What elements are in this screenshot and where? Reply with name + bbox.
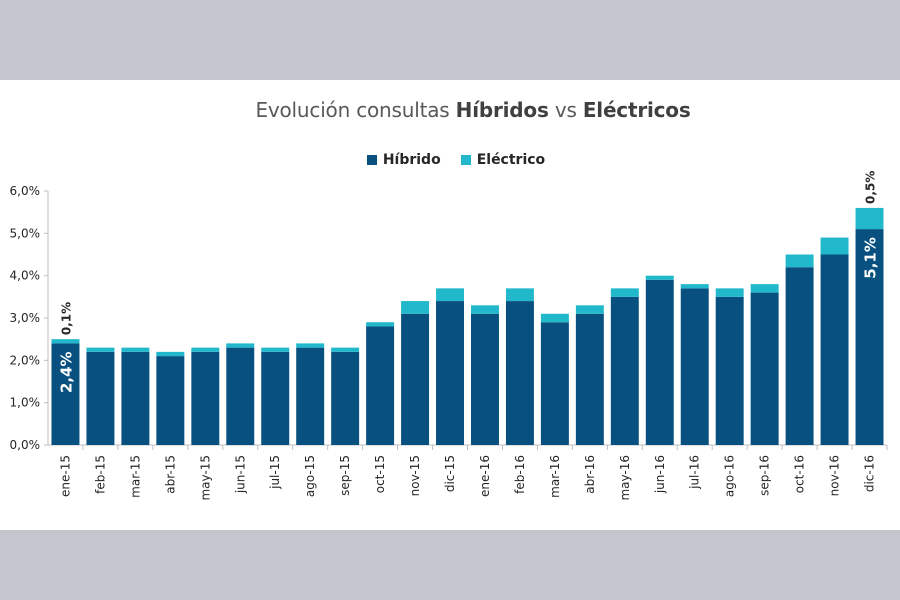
x-tick-label: feb-15 [93,455,107,494]
x-tick-label: jul-15 [268,455,282,490]
bar-electrico [86,347,115,352]
legend-item-hibrido: Híbrido [366,152,441,168]
bar-hibrido [715,296,744,445]
bar-electrico [645,275,674,280]
bar-electrico [191,347,220,352]
bar-hibrido [51,343,80,445]
bar-electrico [680,284,709,289]
x-tick-label: nov-15 [408,455,422,496]
bar-hibrido [750,292,779,445]
legend-swatch-hibrido [366,155,377,165]
y-tick-label: 2,0% [10,353,41,367]
bar-hibrido [575,313,604,445]
bar-hibrido [820,254,849,445]
bar-hibrido [505,301,534,445]
y-tick-label: 0,0% [10,438,41,452]
bar-electrico [575,305,604,314]
bar-hibrido [436,301,465,445]
data-label-electrico: 0,1% [59,302,73,335]
bar-electrico [156,351,185,357]
bar-hibrido [645,279,674,445]
x-tick-label: sep-15 [338,455,352,496]
bar-electrico [51,339,80,344]
y-tick-label: 5,0% [10,226,41,240]
y-tick-label: 6,0% [10,184,41,198]
bar-hibrido [855,229,884,445]
y-tick-label: 3,0% [10,311,41,325]
bar-electrico [540,313,569,323]
bar-hibrido [785,267,814,445]
x-tick-label: jul-16 [688,455,702,490]
bar-hibrido [226,347,255,445]
x-tick-label: jun-15 [233,455,247,494]
bar-hibrido [366,326,395,445]
bar-electrico [855,207,884,230]
bar-hibrido [470,313,499,445]
x-tick-label: sep-16 [758,455,772,496]
bar-hibrido [296,347,325,445]
bar-electrico [331,347,360,352]
bar-hibrido [86,351,115,445]
bar-electrico [436,288,465,302]
bar-hibrido [156,356,185,445]
bar-electrico [785,254,814,268]
data-label-hibrido: 2,4% [57,351,75,393]
bar-hibrido [121,351,150,445]
x-tick-label: ago-15 [303,455,317,497]
bar-hibrido [261,351,290,445]
y-tick-label: 1,0% [10,396,41,410]
x-tick-label: nov-16 [828,455,842,496]
data-label-hibrido: 5,1% [862,237,880,279]
bar-electrico [226,343,255,348]
bar-electrico [261,347,290,352]
bar-electrico [470,305,499,314]
x-tick-label: feb-16 [513,455,527,494]
bar-electrico [401,301,430,314]
chart-title: Evolución consultas Híbridos vs Eléctric… [255,98,691,122]
chart-legend: Híbrido Eléctrico [0,152,900,168]
bar-electrico [366,322,395,327]
x-tick-label: ene-15 [58,455,72,497]
bar-electrico [296,343,325,348]
y-tick-label: 4,0% [10,269,41,283]
bar-hibrido [610,296,639,445]
data-label-electrico: 0,5% [864,171,878,204]
bar-hibrido [191,351,220,445]
bar-electrico [121,347,150,352]
bar-electrico [505,288,534,302]
bar-hibrido [331,351,360,445]
x-tick-label: abr-15 [163,455,177,494]
bar-hibrido [540,322,569,445]
x-tick-label: ene-16 [478,455,492,497]
x-tick-label: jun-16 [653,455,667,494]
bar-electrico [715,288,744,297]
legend-label-hibrido: Híbrido [382,152,441,168]
x-tick-label: mar-15 [128,455,142,498]
x-tick-label: may-16 [618,455,632,501]
x-tick-label: abr-16 [583,455,597,494]
bar-hibrido [680,288,709,445]
bar-electrico [610,288,639,297]
bar-electrico [820,237,849,255]
x-tick-label: oct-15 [373,455,387,493]
x-tick-label: dic-16 [863,455,877,492]
x-tick-label: oct-16 [793,455,807,493]
x-tick-label: dic-15 [443,455,457,492]
legend-swatch-electrico [460,155,471,165]
bar-electrico [750,284,779,293]
x-tick-label: mar-16 [548,455,562,498]
bar-hibrido [401,313,430,445]
legend-item-electrico: Eléctrico [460,152,546,168]
legend-label-electrico: Eléctrico [476,152,546,168]
x-tick-label: ago-16 [723,455,737,497]
x-tick-label: may-15 [198,455,212,501]
